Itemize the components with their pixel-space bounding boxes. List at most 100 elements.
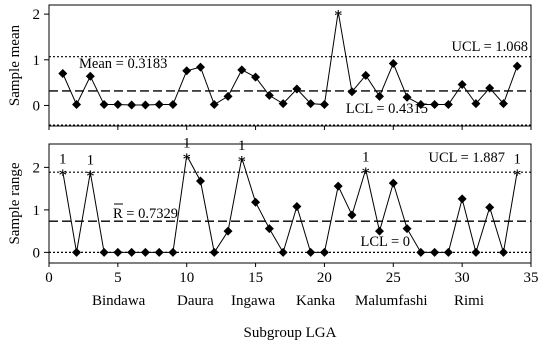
data-point-range-30: [457, 194, 467, 204]
data-point-mean-6: [127, 100, 137, 110]
x-tick-label-30: 30: [455, 270, 470, 286]
data-point-mean-1: [58, 68, 68, 78]
data-point-mean-29: [443, 100, 453, 110]
rule-flag-range-23: 1: [362, 150, 370, 166]
x-tick-label-20: 20: [317, 270, 332, 286]
y-axis-title-mean: Sample mean: [7, 24, 23, 106]
data-point-range-16: [264, 224, 274, 234]
plot-frame-mean: [48, 4, 532, 127]
out-of-control-marker-range-1: *: [59, 166, 68, 185]
data-point-range-2: [72, 247, 82, 257]
data-point-range-24: [375, 226, 385, 236]
data-point-mean-20: [319, 100, 329, 110]
rule-flag-range-3: 1: [87, 152, 95, 168]
data-point-mean-13: [223, 91, 233, 101]
data-point-mean-10: [182, 66, 192, 76]
data-point-range-6: [127, 247, 137, 257]
data-point-mean-23: [361, 70, 371, 80]
data-point-range-31: [471, 247, 481, 257]
data-point-mean-15: [251, 72, 261, 82]
data-point-range-7: [140, 247, 150, 257]
data-point-range-4: [99, 247, 109, 257]
data-point-range-12: [209, 247, 219, 257]
lga-label-bindawa: Bindawa: [92, 293, 146, 309]
data-point-range-15: [251, 197, 261, 207]
y-axis-title-range: Sample range: [7, 162, 23, 244]
y-tick-label-range-2: 2: [33, 160, 41, 176]
x-tick-label-5: 5: [114, 270, 122, 286]
out-of-control-marker-mean-21: *: [334, 6, 343, 25]
data-point-mean-7: [140, 100, 150, 110]
data-point-mean-32: [485, 83, 495, 93]
data-point-mean-22: [347, 87, 357, 97]
lga-label-daura: Daura: [177, 293, 214, 309]
y-tick-label-range-0: 0: [33, 245, 41, 261]
y-tick-label-mean-2: 2: [33, 7, 41, 23]
data-point-range-20: [319, 247, 329, 257]
ucl-label-range: UCL = 1.887: [428, 150, 505, 166]
x-tick-label-0: 0: [45, 270, 53, 286]
out-of-control-marker-range-3: *: [86, 166, 95, 185]
data-point-range-29: [443, 247, 453, 257]
rule-flag-range-10: 1: [183, 135, 191, 151]
data-point-mean-12: [209, 100, 219, 110]
data-point-range-26: [402, 224, 412, 234]
ucl-label-mean: UCL = 1.068: [451, 39, 528, 55]
data-point-mean-28: [430, 100, 440, 110]
data-point-mean-2: [72, 100, 82, 110]
lga-label-malumfashi: Malumfashi: [355, 293, 428, 309]
data-point-mean-16: [264, 90, 274, 100]
data-point-range-21: [333, 181, 343, 191]
lga-label-ingawa: Ingawa: [231, 293, 275, 309]
data-point-mean-26: [402, 92, 412, 102]
y-tick-label-range-1: 1: [33, 203, 41, 219]
rule-flag-range-14: 1: [238, 138, 246, 154]
data-point-range-9: [168, 247, 178, 257]
data-point-mean-34: [512, 61, 522, 71]
data-point-range-17: [278, 247, 288, 257]
data-point-range-22: [347, 210, 357, 220]
data-point-mean-9: [168, 100, 178, 110]
lcl-label-mean: LCL = 0.4315: [346, 101, 428, 117]
center-line-label-mean: Mean = 0.3183: [79, 56, 167, 72]
data-point-mean-8: [154, 100, 164, 110]
data-point-mean-4: [99, 100, 109, 110]
data-point-range-27: [416, 247, 426, 257]
data-point-mean-3: [85, 71, 95, 81]
data-point-mean-19: [306, 99, 316, 109]
data-point-mean-14: [237, 65, 247, 75]
plot-frame-range: [48, 143, 532, 264]
rule-flag-range-34: 1: [513, 152, 521, 168]
lga-label-rimi: Rimi: [454, 293, 484, 309]
data-point-mean-27: [416, 100, 426, 110]
data-point-range-8: [154, 247, 164, 257]
data-point-mean-18: [292, 84, 302, 94]
data-point-mean-11: [195, 62, 205, 72]
data-point-range-33: [498, 247, 508, 257]
y-tick-label-mean-1: 1: [33, 53, 41, 69]
data-point-mean-17: [278, 99, 288, 109]
data-point-mean-30: [457, 79, 467, 89]
data-point-range-5: [113, 247, 123, 257]
data-point-range-13: [223, 226, 233, 236]
rule-flag-range-1: 1: [59, 152, 67, 168]
series-line-range: [62, 153, 518, 255]
x-axis-title: Subgroup LGA: [244, 325, 337, 341]
data-point-mean-5: [113, 100, 123, 110]
out-of-control-marker-range-14: *: [238, 152, 247, 171]
x-tick-label-35: 35: [524, 270, 539, 286]
x-tick-label-25: 25: [386, 270, 401, 286]
out-of-control-marker-range-23: *: [361, 164, 370, 183]
out-of-control-marker-range-10: *: [182, 149, 191, 168]
data-point-range-32: [485, 202, 495, 212]
out-of-control-marker-range-34: *: [513, 166, 522, 185]
data-point-range-11: [195, 176, 205, 186]
center-line-label-range: R = 0.7329: [113, 206, 178, 222]
data-point-range-18: [292, 201, 302, 211]
data-point-range-25: [388, 178, 398, 188]
x-tick-label-15: 15: [248, 270, 263, 286]
data-point-mean-31: [471, 99, 481, 109]
lcl-label-range: LCL = 0: [360, 234, 410, 250]
x-tick-label-10: 10: [179, 270, 194, 286]
